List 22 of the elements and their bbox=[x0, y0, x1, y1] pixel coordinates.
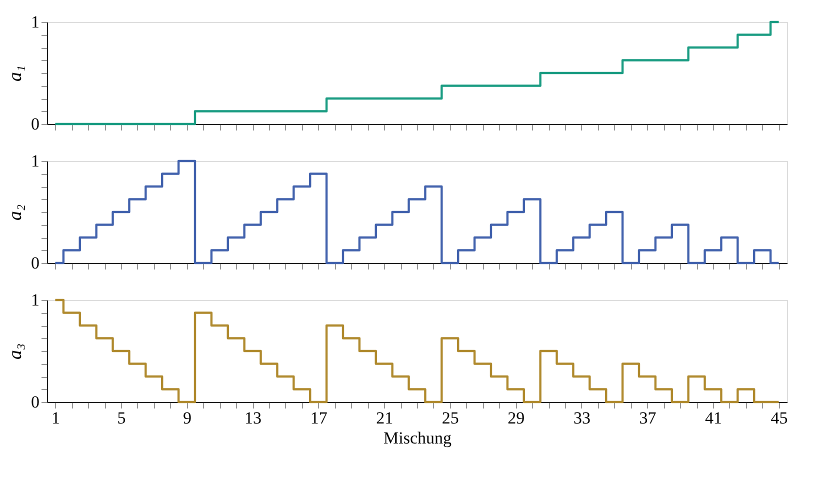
x-tick-label: 37 bbox=[639, 408, 657, 428]
x-tick-label: 1 bbox=[51, 408, 60, 428]
x-axis-title: Mischung bbox=[384, 428, 452, 448]
x-tick-label: 13 bbox=[244, 408, 262, 428]
x-tick-label: 41 bbox=[705, 408, 722, 428]
y-axis-title: a₂ bbox=[5, 204, 26, 221]
x-tick-label: 33 bbox=[573, 408, 590, 428]
x-tick-label: 25 bbox=[442, 408, 459, 428]
x-tick-label: 9 bbox=[183, 408, 192, 428]
y-axis-title: a₃ bbox=[5, 343, 26, 360]
y-tick-label: 1 bbox=[31, 12, 40, 32]
y-axis-title: a₁ bbox=[5, 65, 26, 82]
x-tick-label: 17 bbox=[310, 408, 328, 428]
x-tick-label: 21 bbox=[376, 408, 394, 428]
y-tick-label: 0 bbox=[31, 114, 40, 134]
y-tick-label: 0 bbox=[31, 392, 40, 412]
y-tick-label: 1 bbox=[31, 290, 40, 310]
x-tick-label: 45 bbox=[770, 408, 788, 428]
y-tick-label: 0 bbox=[31, 254, 40, 272]
y-tick-label: 1 bbox=[31, 152, 40, 170]
x-tick-label: 29 bbox=[508, 408, 525, 428]
x-tick-label: 5 bbox=[117, 408, 126, 428]
